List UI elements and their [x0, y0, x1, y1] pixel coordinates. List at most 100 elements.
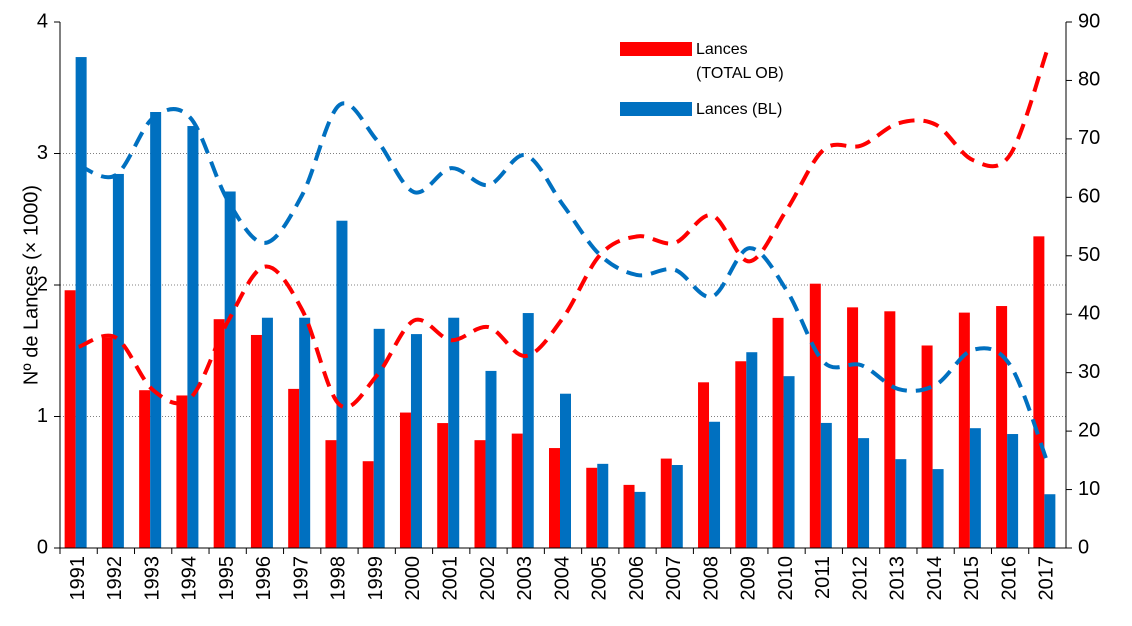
- x-tick-label: 1992: [104, 556, 126, 601]
- y-tick-label: 3: [37, 142, 48, 164]
- bar: [187, 126, 199, 548]
- bar: [783, 376, 795, 548]
- bar: [735, 361, 747, 548]
- y-tick-label: 1: [37, 405, 48, 427]
- x-tick-label: 2012: [849, 556, 871, 601]
- legend-swatch: [620, 42, 692, 56]
- bar: [969, 428, 981, 548]
- bar: [1007, 434, 1019, 548]
- x-tick-label: 2011: [812, 556, 834, 599]
- x-tick-label: 1993: [141, 556, 163, 601]
- y2-tick-label: 90: [1078, 10, 1100, 32]
- bar: [1033, 236, 1045, 548]
- bar: [139, 390, 151, 548]
- bar: [809, 283, 821, 548]
- y2-tick-label: 20: [1078, 419, 1100, 441]
- bar: [64, 290, 76, 548]
- trend-line: [77, 101, 1050, 463]
- bar: [224, 191, 236, 548]
- bar: [597, 463, 609, 548]
- y2-tick-label: 40: [1078, 303, 1100, 325]
- x-tick-label: 2004: [551, 556, 573, 601]
- x-tick-label: 2006: [626, 556, 648, 601]
- bar: [448, 317, 460, 548]
- bar: [709, 421, 721, 548]
- bar: [511, 433, 523, 548]
- legend-swatch: [620, 102, 692, 116]
- bar: [176, 395, 188, 548]
- bar: [746, 352, 758, 548]
- x-tick-label: 2000: [402, 556, 424, 601]
- bar: [858, 438, 870, 548]
- bar: [112, 173, 124, 548]
- y2-tick-label: 0: [1078, 536, 1089, 558]
- bar: [634, 491, 646, 548]
- bar: [623, 484, 635, 548]
- x-tick-label: 1995: [216, 556, 238, 601]
- x-tick-label: 2008: [700, 556, 722, 601]
- x-tick-label: 2014: [924, 556, 946, 601]
- trend-line: [77, 48, 1050, 410]
- bar: [325, 440, 337, 548]
- legend-label: Lances (TOTAL OB): [696, 41, 784, 82]
- y2-tick-label: 60: [1078, 186, 1100, 208]
- bar: [75, 57, 87, 549]
- x-tick-label: 2007: [663, 556, 685, 601]
- bar: [213, 319, 225, 548]
- bar: [660, 458, 672, 548]
- bar: [399, 412, 411, 548]
- bar: [820, 422, 832, 548]
- x-tick-label: 2010: [775, 556, 797, 601]
- x-tick-label: 1996: [253, 556, 275, 601]
- bar: [288, 388, 300, 548]
- y-tick-label: 4: [37, 10, 48, 32]
- y2-tick-label: 10: [1078, 478, 1100, 500]
- x-tick-label: 2009: [738, 556, 760, 601]
- bar: [671, 465, 683, 548]
- bar: [895, 459, 907, 548]
- bar: [101, 337, 113, 548]
- legend: Lances (TOTAL OB) Lances (BL): [620, 38, 806, 134]
- x-tick-label: 2005: [589, 556, 611, 601]
- x-tick-label: 2003: [514, 556, 536, 601]
- bar: [250, 334, 262, 548]
- y2-tick-label: 50: [1078, 244, 1100, 266]
- bar: [560, 393, 571, 548]
- x-tick-label: 2002: [477, 556, 499, 601]
- y2-tick-label: 30: [1078, 361, 1100, 383]
- bar: [996, 306, 1008, 548]
- x-tick-label: 1994: [179, 556, 201, 601]
- x-tick-label: 1991: [67, 556, 89, 601]
- bar: [362, 461, 374, 548]
- bar: [549, 448, 560, 548]
- bar: [474, 440, 486, 548]
- bar: [336, 220, 348, 548]
- x-tick-label: 2013: [887, 556, 909, 601]
- bar: [772, 317, 784, 548]
- bar: [1044, 494, 1056, 548]
- bar: [932, 469, 944, 548]
- bar: [261, 317, 273, 548]
- y2-tick-label: 70: [1078, 127, 1100, 149]
- bar: [437, 423, 449, 548]
- x-tick-label: 1998: [328, 556, 350, 601]
- y-tick-label: 2: [37, 273, 48, 295]
- legend-item: Lances (BL): [620, 98, 806, 122]
- legend-label: Lances (BL): [696, 101, 783, 118]
- bar: [847, 307, 859, 548]
- y-tick-label: 0: [37, 536, 48, 558]
- bar: [485, 370, 497, 548]
- y2-tick-label: 80: [1078, 69, 1100, 91]
- bar: [884, 311, 896, 548]
- legend-item: Lances (TOTAL OB): [620, 38, 806, 86]
- bar: [586, 467, 598, 548]
- x-tick-label: 2015: [961, 556, 983, 601]
- x-tick-label: 1999: [365, 556, 387, 601]
- bar: [522, 313, 534, 548]
- bar: [410, 334, 422, 548]
- x-tick-label: 2017: [1036, 556, 1058, 601]
- y-axis-title: Nº de Lances (× 1000): [20, 185, 42, 385]
- x-tick-label: 2001: [440, 556, 462, 601]
